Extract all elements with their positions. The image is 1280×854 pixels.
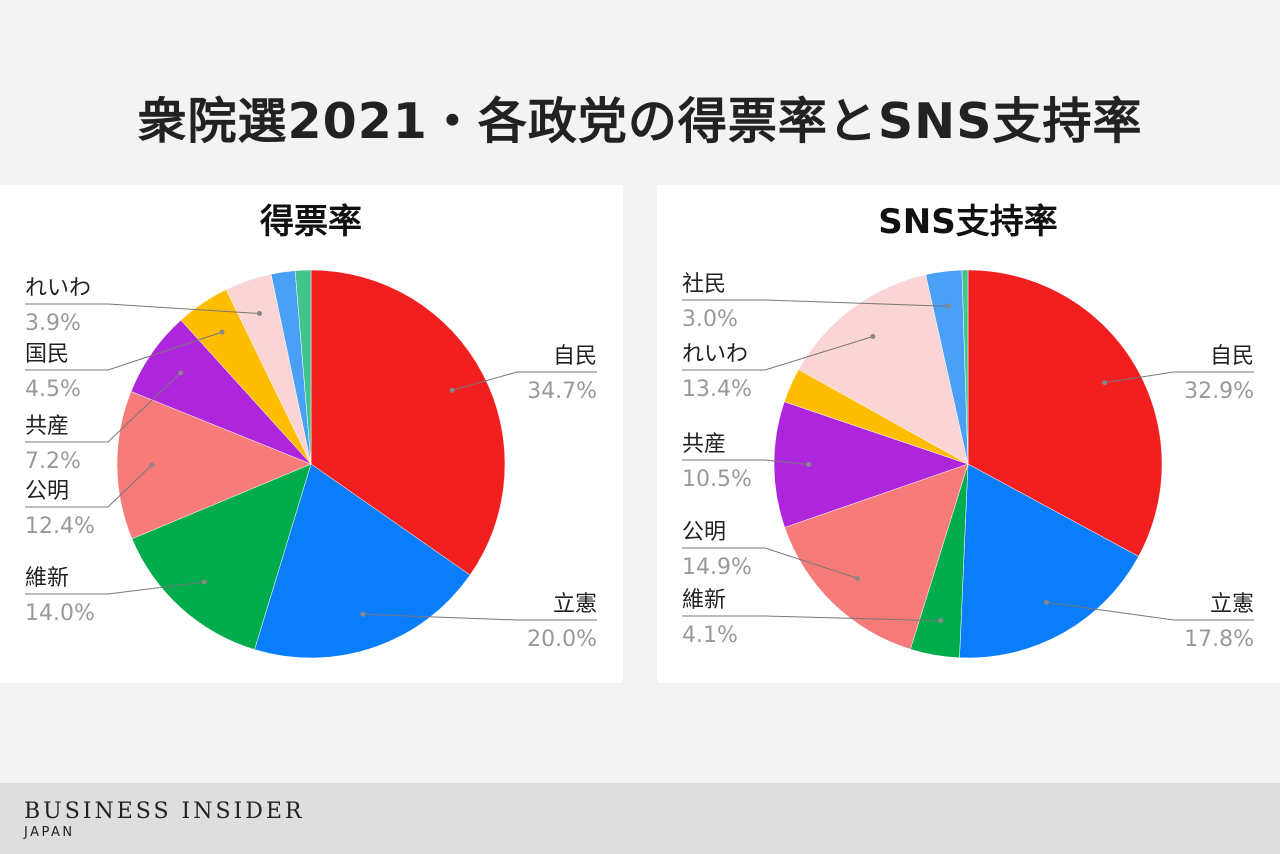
sns-label-name: 自民	[1210, 344, 1254, 369]
sns-leader-line	[682, 459, 809, 465]
vote-leader-dot	[257, 311, 262, 316]
vote-label-name: 立憲	[553, 592, 597, 617]
vote-slice-公明	[116, 391, 312, 540]
sns-label-value: 10.5%	[682, 467, 752, 492]
sns-label-name: れいわ	[682, 342, 748, 367]
vote-label-name: 公明	[25, 479, 69, 504]
vote-chart-title: 得票率	[259, 202, 362, 242]
sns-leader-dot	[870, 334, 876, 339]
vote-leader-dot	[219, 329, 225, 335]
sns-leader-dot	[854, 575, 860, 581]
vote-slice-自民	[310, 269, 506, 576]
sns-leader-line	[1104, 371, 1254, 384]
sns-label-value: 3.0%	[682, 307, 738, 332]
footer: BUSINESS INSIDER JAPAN	[0, 783, 1280, 854]
sns-label-name: 維新	[682, 588, 726, 613]
vote-leader-dot	[149, 462, 155, 468]
vote-leader-line	[25, 331, 223, 371]
sns-label-value: 14.9%	[682, 555, 752, 580]
vote-label-name: 共産	[25, 414, 69, 439]
vote-label-value: 4.5%	[25, 377, 81, 402]
vote-leader-dot	[360, 611, 366, 617]
sns-leader-line	[682, 336, 874, 371]
vote-slice-other-8	[294, 269, 312, 465]
sns-slice-公明	[784, 463, 969, 650]
vote-label-name: 維新	[25, 566, 69, 591]
vote-leader-dot	[449, 387, 455, 393]
sns-support-panel: SNS支持率自民 32.9% 立憲 17.8% 維新 4.1% 公明 14.9% 共産 10.5%…	[657, 185, 1280, 683]
page-title: 衆院選2021・各政党の得票率とSNS支持率	[137, 93, 1143, 150]
vote-label-name: 国民	[25, 342, 69, 367]
sns-label-name: 社民	[682, 272, 726, 297]
sns-chart-title: SNS支持率	[878, 202, 1057, 242]
sns-label-name: 共産	[682, 432, 726, 457]
sns-label-name: 公明	[682, 520, 726, 545]
vote-leader-line	[25, 581, 205, 595]
sns-leader-dot	[1102, 380, 1108, 386]
brand-logo: BUSINESS INSIDER	[24, 799, 305, 824]
sns-label-value: 17.8%	[1184, 627, 1254, 652]
vote-label-value: 7.2%	[25, 449, 81, 474]
vote-label-value: 3.9%	[25, 311, 81, 336]
vote-label-value: 20.0%	[527, 627, 597, 652]
vote-label-value: 14.0%	[25, 601, 95, 626]
sns-leader-line	[682, 615, 941, 622]
sns-leader-dot	[945, 303, 951, 309]
vote-label-value: 34.7%	[527, 379, 597, 404]
vote-leader-line	[362, 613, 597, 621]
vote-slice-立憲	[254, 463, 471, 659]
sns-leader-dot	[1043, 599, 1049, 605]
sns-leader-dot	[806, 462, 812, 467]
vote-label-name: れいわ	[25, 276, 91, 301]
vote-leader-line	[25, 464, 153, 508]
sns-slice-自民	[967, 269, 1163, 557]
vote-leader-line	[25, 372, 181, 443]
sns-leader-dot	[938, 618, 944, 624]
sns-label-name: 立憲	[1210, 592, 1254, 617]
sns-leader-line	[1046, 601, 1254, 621]
sns-slice-共産	[773, 401, 969, 528]
sns-label-value: 32.9%	[1184, 379, 1254, 404]
sns-leader-line	[682, 299, 949, 307]
vote-leader-dot	[178, 370, 184, 376]
sns-leader-line	[682, 547, 858, 579]
vote-leader-dot	[201, 579, 207, 585]
vote-slice-維新	[131, 463, 312, 650]
sns-label-value: 4.1%	[682, 623, 738, 648]
brand-region: JAPAN	[24, 825, 75, 840]
sns-label-value: 13.4%	[682, 377, 752, 402]
vote-leader-line	[25, 303, 260, 314]
vote-leader-line	[451, 371, 597, 391]
vote-share-panel: 得票率自民 34.7% 立憲 20.0% 維新 14.0% 公明 12.4% 共産 7.2% 国民 4…	[0, 185, 623, 683]
sns-slice-立憲	[959, 463, 1139, 659]
sns-slice-other-8	[961, 269, 969, 465]
vote-label-name: 自民	[553, 344, 597, 369]
sns-slice-れいわ	[798, 274, 969, 465]
vote-label-value: 12.4%	[25, 514, 95, 539]
